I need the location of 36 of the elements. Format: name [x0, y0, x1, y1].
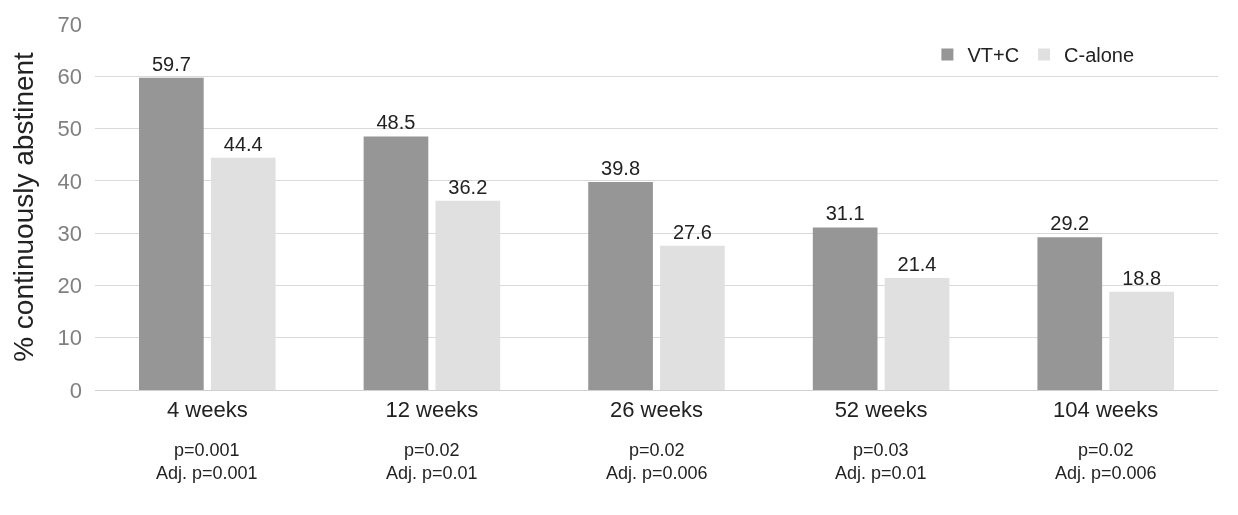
legend-label: C-alone — [1064, 44, 1135, 67]
data-label: 39.8 — [601, 156, 641, 179]
bar — [1037, 237, 1103, 390]
text: p=0.02 Adj. p=0.006 — [1055, 440, 1157, 484]
data-label: 21.4 — [897, 253, 937, 276]
y-tick-label: 70 — [57, 11, 82, 37]
text: p=0.02 Adj. p=0.01 — [386, 440, 478, 484]
text: p=0.03 Adj. p=0.01 — [835, 440, 927, 484]
bar — [588, 181, 653, 390]
y-axis-title: % continuously abstinent — [8, 51, 40, 362]
y-tick-label: 60 — [57, 63, 82, 89]
y-tick-label: 50 — [57, 116, 82, 142]
y-tick-label: 20 — [57, 273, 82, 299]
bar — [812, 227, 878, 390]
legend-label: VT+C — [967, 44, 1020, 67]
data-label: 18.8 — [1122, 266, 1162, 289]
x-tick-label: 4 weeks — [166, 397, 248, 423]
y-tick-label: 40 — [57, 168, 82, 194]
text: p=0.001 Adj. p=0.001 — [156, 440, 258, 484]
data-label: 44.4 — [223, 132, 263, 155]
text: p=0.02 Adj. p=0.006 — [606, 440, 708, 484]
data-label: 29.2 — [1050, 212, 1090, 235]
data-label: 59.7 — [151, 52, 191, 75]
x-tick-label: 104 weeks — [1053, 397, 1159, 423]
bar — [363, 136, 429, 390]
x-tick-label: 12 weeks — [385, 397, 479, 423]
data-label: 48.5 — [376, 111, 416, 134]
bar — [139, 77, 204, 390]
data-label: 31.1 — [825, 202, 865, 225]
x-tick-label: 52 weeks — [834, 397, 928, 423]
y-tick-label: 10 — [57, 325, 82, 351]
y-tick-label: 30 — [57, 220, 82, 246]
y-tick-label: 0 — [69, 377, 82, 403]
data-label: 36.2 — [448, 175, 488, 198]
data-label: 27.6 — [672, 220, 712, 243]
x-tick-label: 26 weeks — [610, 397, 703, 423]
